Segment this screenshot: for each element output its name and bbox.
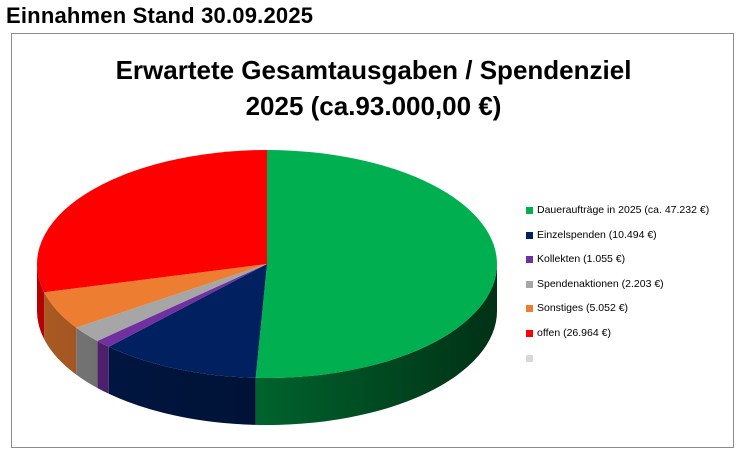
pie-slice-side-5 — [37, 264, 45, 340]
pie-slice-2 — [97, 264, 267, 347]
legend-item-6 — [526, 353, 731, 378]
legend-label-5: offen (26.964 €) — [537, 326, 611, 339]
legend-item-5: offen (26.964 €) — [526, 326, 731, 353]
pie-slice-5 — [37, 150, 268, 293]
pie-slice-1 — [108, 264, 267, 378]
legend-label-3: Spendenaktionen (2.203 €) — [537, 277, 664, 290]
legend-swatch-4 — [526, 305, 533, 313]
legend-swatch-1 — [526, 231, 533, 239]
legend: Daueraufträge in 2025 (ca. 47.232 €) Einz… — [526, 204, 731, 378]
pie-slice-side-3 — [76, 327, 98, 388]
chart-title-line1: Erwartete Gesamtausgaben / Spendenziel — [115, 55, 632, 85]
legend-swatch-3 — [526, 280, 533, 288]
legend-label-0: Daueraufträge in 2025 (ca. 47.232 €) — [537, 204, 710, 216]
pie-slice-3 — [76, 264, 268, 341]
chart-title: Erwartete Gesamtausgaben / Spendenziel 2… — [12, 52, 735, 124]
page-heading: Einnahmen Stand 30.09.2025 — [6, 3, 314, 28]
legend-item-2: Kollekten (1.055 €) — [526, 253, 731, 279]
pie-slice-4 — [44, 264, 268, 328]
pie-slice-side-0 — [255, 264, 497, 425]
legend-label-2: Kollekten (1.055 €) — [537, 253, 626, 266]
legend-swatch-5 — [526, 329, 533, 337]
legend-swatch-6 — [526, 354, 533, 362]
legend-item-4: Sonstiges (5.052 €) — [526, 302, 731, 328]
pie-slice-side-2 — [97, 340, 109, 394]
pie-slice-side-4 — [44, 292, 77, 375]
pie-slice-side-1 — [108, 346, 256, 425]
legend-item-3: Spendenaktionen (2.203 €) — [526, 277, 731, 304]
chart-frame: Erwartete Gesamtausgaben / Spendenziel 2… — [11, 33, 734, 448]
chart-title-line2: 2025 (ca.93.000,00 €) — [245, 91, 502, 121]
legend-item-0: Daueraufträge in 2025 (ca. 47.232 €) — [526, 204, 731, 230]
legend-swatch-2 — [526, 256, 533, 264]
pie-slice-0 — [255, 150, 497, 378]
legend-label-1: Einzelspenden (10.494 €) — [537, 228, 657, 241]
legend-item-1: Einzelspenden (10.494 €) — [526, 228, 731, 255]
legend-label-4: Sonstiges (5.052 €) — [537, 302, 629, 315]
legend-swatch-0 — [526, 207, 533, 214]
pie-chart — [37, 150, 497, 425]
